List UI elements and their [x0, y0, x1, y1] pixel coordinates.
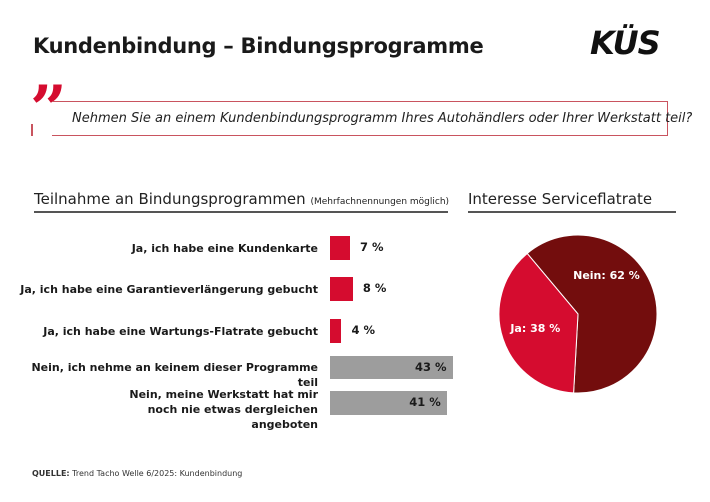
bar — [330, 356, 453, 379]
bar-chart-subtitle: (Mehrfachnennungen möglich) — [310, 197, 450, 207]
pie-title-rule — [468, 211, 676, 213]
pie-slice-label: Nein: 62 % — [573, 269, 640, 282]
bar-value-label: 41 % — [409, 395, 441, 409]
bar — [330, 277, 353, 301]
bar-title-rule — [34, 211, 448, 213]
source-label: QUELLE: — [32, 469, 70, 478]
bar-category-label: Nein, meine Werkstatt hat mir noch nie e… — [129, 388, 318, 431]
bar-category-label: Ja, ich habe eine Wartungs-Flatrate gebu… — [43, 324, 318, 338]
bar-value-label: 4 % — [351, 323, 375, 337]
bar-chart-title-text: Teilnahme an Bindungsprogrammen — [34, 190, 306, 208]
kues-logo: KÜS — [590, 24, 661, 62]
pie-slice — [526, 234, 658, 394]
bar-category-label: Ja, ich habe eine Kundenkarte — [131, 241, 318, 255]
bar — [330, 319, 342, 343]
source-text: Trend Tacho Welle 6/2025: Kundenbindung — [72, 469, 243, 478]
pie-slice — [498, 252, 579, 394]
bar — [330, 391, 448, 415]
source-note: QUELLE: Trend Tacho Welle 6/2025: Kunden… — [32, 469, 242, 478]
bar-value-label: 8 % — [362, 281, 387, 295]
quote-icon: ” — [30, 72, 67, 147]
bar — [330, 236, 351, 260]
question-box — [31, 101, 668, 136]
page-title: Kundenbindung – Bindungsprogramme — [33, 34, 484, 58]
bar-category-label: Ja, ich habe eine Garantieverlängerung g… — [20, 282, 318, 296]
bar-chart-title: Teilnahme an Bindungsprogrammen (Mehrfac… — [34, 190, 449, 208]
bar-category-label: Nein, ich nehme an keinem dieser Program… — [31, 361, 318, 389]
pie-chart-title: Interesse Serviceflatrate — [468, 190, 653, 208]
bar-value-label: 7 % — [360, 240, 384, 254]
survey-question: Nehmen Sie an einem Kundenbindungsprogra… — [72, 111, 693, 126]
pie-slice-label: Ja: 38 % — [509, 322, 560, 335]
bar-value-label: 43 % — [414, 360, 447, 374]
